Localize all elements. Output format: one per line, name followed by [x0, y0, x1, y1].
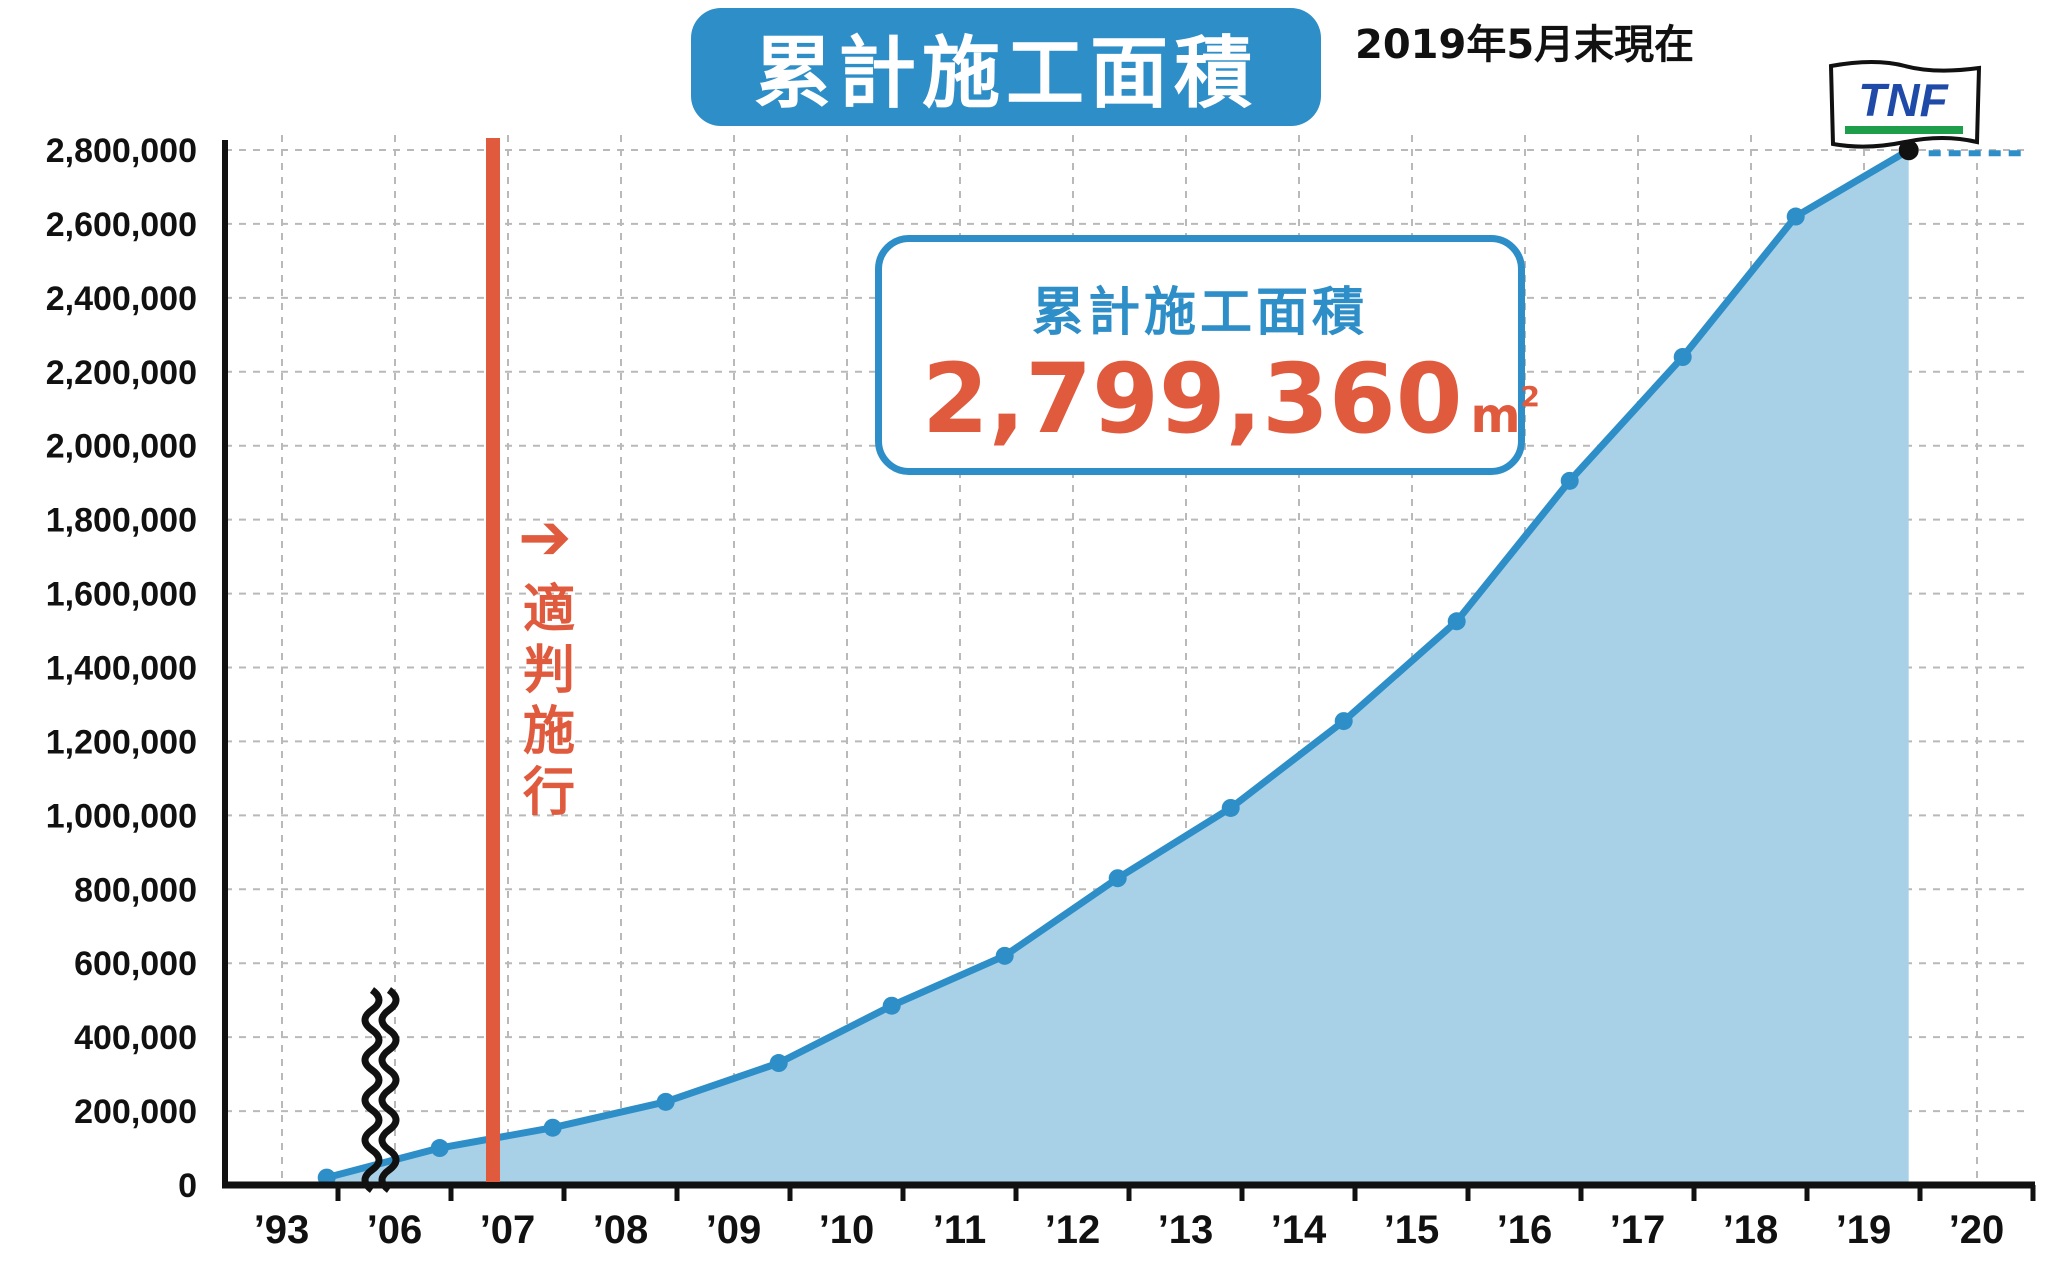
data-point — [995, 946, 1014, 965]
data-point — [1447, 612, 1466, 631]
x-tick-label: ’10 — [819, 1208, 875, 1252]
y-tick-label: 800,000 — [74, 871, 197, 909]
logo-stripe — [1845, 126, 1963, 134]
y-tick-label: 600,000 — [74, 945, 197, 983]
x-tick-label: ’06 — [367, 1208, 423, 1252]
regulation-label-char: 適 — [522, 580, 575, 640]
data-point — [1673, 348, 1692, 366]
y-tick-labels: 0 200,000 400,000 600,000 800,000 1,000,000 1,… — [46, 132, 197, 1205]
x-tick-label: ’16 — [1497, 1208, 1553, 1252]
chart-title: 累計施工面積 — [691, 8, 1321, 126]
x-tick-label: ’13 — [1158, 1208, 1214, 1252]
as-of-date: 2019年5月末現在 — [1355, 22, 1695, 68]
x-tick-label: ’17 — [1610, 1208, 1666, 1252]
data-points — [317, 140, 1919, 1187]
y-tick-label: 200,000 — [74, 1093, 197, 1131]
x-tick-label: ’15 — [1384, 1208, 1440, 1252]
x-tick-label: ’93 — [254, 1208, 310, 1252]
y-tick-label: 1,600,000 — [46, 576, 197, 614]
x-tick-label: ’07 — [480, 1208, 536, 1252]
x-tick-label: ’19 — [1836, 1208, 1892, 1252]
y-tick-label: 2,800,000 — [46, 132, 197, 170]
tnf-logo: TNF — [1828, 60, 1982, 149]
data-point — [1108, 869, 1127, 888]
data-point — [1786, 207, 1805, 226]
regulation-label-char: 行 — [522, 763, 575, 823]
flag-icon — [1828, 60, 1982, 149]
x-tick-label: ’09 — [706, 1208, 762, 1252]
data-point — [543, 1118, 562, 1137]
callout-unit: m2 — [1470, 380, 1541, 444]
x-tick-label: ’20 — [1949, 1208, 2005, 1252]
y-tick-label: 2,600,000 — [46, 206, 197, 244]
x-tick-label: ’12 — [1045, 1208, 1101, 1252]
callout-number: 2,799,360 — [922, 343, 1463, 455]
arrow-right-icon: ➔ — [518, 501, 572, 575]
data-point — [430, 1139, 449, 1158]
y-tick-label: 1,400,000 — [46, 650, 197, 688]
data-point — [769, 1054, 788, 1073]
total-callout: 累計施工面積 2,799,360 m2 — [875, 235, 1540, 475]
regulation-label-char: 判 — [522, 641, 575, 701]
x-tick-label: ’11 — [933, 1208, 986, 1252]
y-tick-label: 1,800,000 — [46, 502, 197, 540]
y-tick-label: 1,000,000 — [46, 797, 197, 835]
axes — [222, 140, 2036, 1201]
y-tick-label: 2,200,000 — [46, 354, 197, 392]
data-point — [882, 996, 901, 1015]
x-tick-label: ’14 — [1271, 1208, 1327, 1252]
callout-value: 2,799,360 m2 — [922, 342, 1540, 471]
data-point — [1221, 798, 1240, 817]
x-tick-label: ’18 — [1723, 1208, 1779, 1252]
x-tick-labels: ’93 ’06 ’07 ’08 ’09 ’10 ’11 ’12 ’13 ’14 ’15 ’16 ’17 ’… — [254, 1208, 2005, 1252]
axis-break-squiggle — [361, 987, 383, 1193]
regulation-label-char: 施 — [522, 702, 575, 762]
y-tick-label: 0 — [178, 1167, 197, 1205]
data-point — [1560, 471, 1579, 490]
callout-title: 累計施工面積 — [1031, 283, 1368, 343]
data-point — [1898, 140, 1919, 161]
regulation-label: 適 判 施 行 — [514, 580, 584, 824]
data-point — [656, 1092, 675, 1111]
y-tick-label: 2,000,000 — [46, 428, 197, 466]
logo-text: TNF — [1858, 74, 1949, 126]
y-tick-label: 1,200,000 — [46, 723, 197, 761]
y-tick-label: 400,000 — [74, 1019, 197, 1057]
axis-break-mark — [361, 987, 400, 1193]
x-tick-label: ’08 — [593, 1208, 649, 1252]
area-fill — [326, 150, 1909, 1185]
y-tick-label: 2,400,000 — [46, 280, 197, 318]
axis-break-squiggle — [378, 987, 400, 1193]
data-point — [1334, 712, 1353, 731]
